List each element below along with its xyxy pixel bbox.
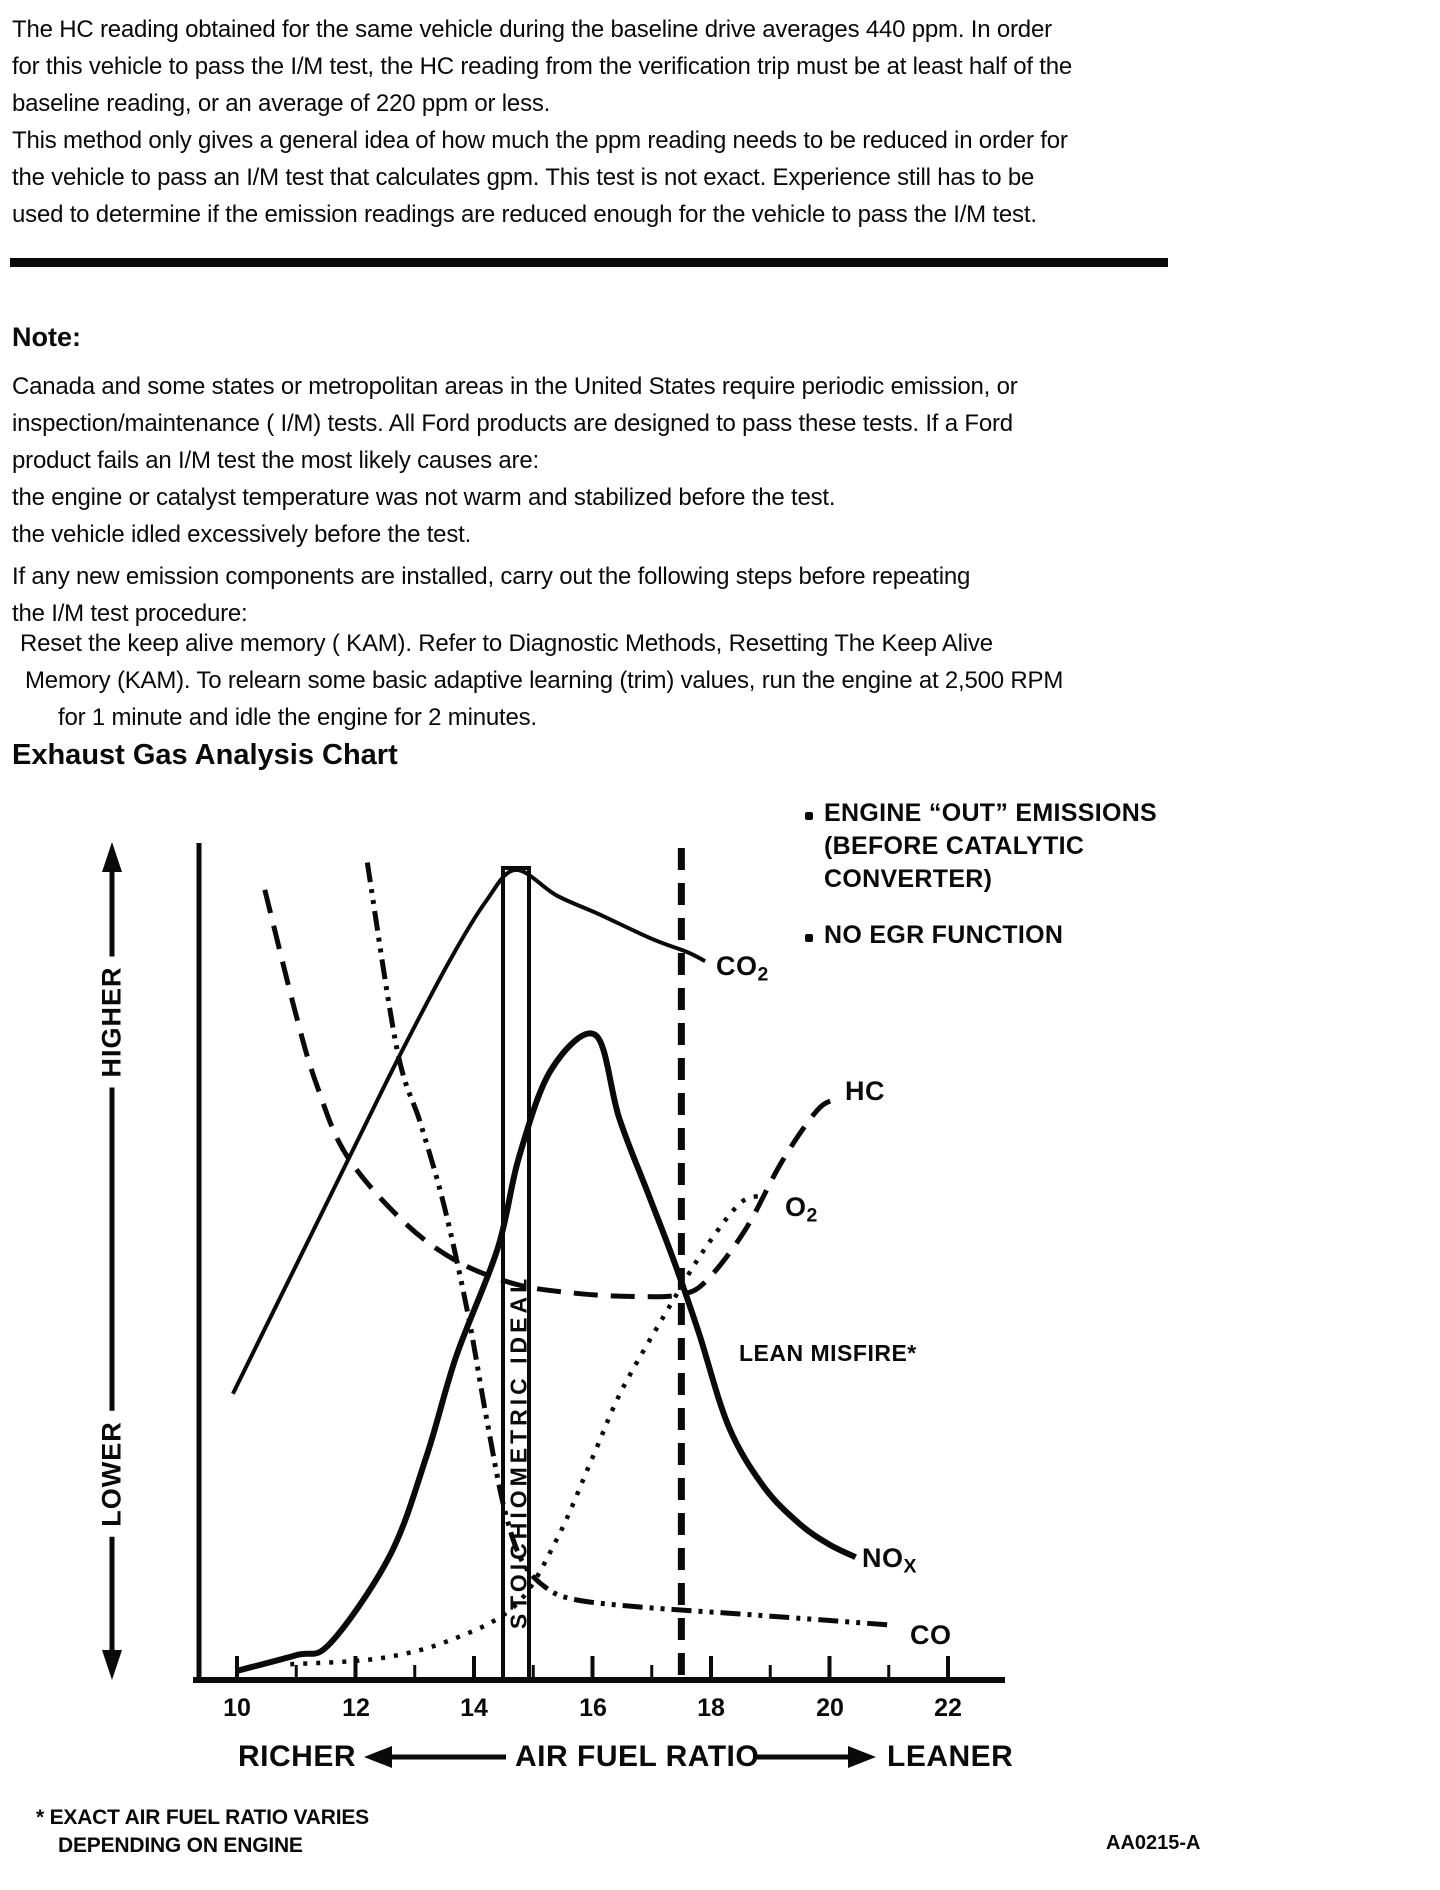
note-line: If any new emission components are insta…	[12, 563, 971, 590]
stoichiometric-band	[501, 866, 531, 1683]
note-line: Canada and some states or metropolitan a…	[12, 373, 1018, 400]
section-divider	[10, 258, 1168, 267]
co-curve-label: CO	[910, 1620, 952, 1650]
body-line: This method only gives a general idea of…	[12, 127, 1068, 154]
footnote-line: * EXACT AIR FUEL RATIO VARIES	[36, 1806, 369, 1829]
o2-curve-label: O2	[785, 1192, 818, 1227]
body-line: used to determine if the emission readin…	[12, 201, 1037, 228]
curve-nox	[236, 1030, 857, 1674]
leaner-arrow	[756, 1746, 876, 1768]
nox-curve-label: NOX	[862, 1543, 917, 1578]
note-line: product fails an I/M test the most likel…	[12, 447, 539, 474]
arrow-down-icon	[102, 1650, 122, 1680]
x-tick-label: 16	[579, 1694, 607, 1722]
note-heading: Note:	[12, 322, 81, 352]
x-tick-label: 12	[342, 1694, 370, 1722]
note-line: Memory (KAM). To relearn some basic adap…	[25, 667, 1064, 694]
curve-co2	[231, 867, 707, 1395]
legend-line: ENGINE “OUT” EMISSIONS	[824, 799, 1158, 827]
legend-bullet-icon	[805, 934, 813, 942]
co2-curve-label: CO2	[716, 951, 769, 986]
legend-line: NO EGR FUNCTION	[824, 921, 1064, 949]
body-line: baseline reading, or an average of 220 p…	[12, 90, 551, 117]
arrow-left-icon	[364, 1746, 392, 1768]
legend-line: (BEFORE CATALYTIC	[824, 832, 1085, 860]
x-tick-label: 14	[460, 1694, 488, 1722]
y-axis-lower-label: LOWER	[88, 1411, 136, 1537]
curve-co	[364, 862, 894, 1628]
curve-hc	[262, 889, 840, 1300]
x-tick-label: 10	[223, 1694, 251, 1722]
footnote-line: DEPENDING ON ENGINE	[58, 1834, 303, 1857]
stoichiometric-label: STOICHIOMETRIC IDEAL	[505, 1274, 532, 1630]
richer-arrow	[364, 1746, 506, 1768]
note-line: Reset the keep alive memory ( KAM). Refe…	[20, 630, 993, 657]
body-line: the vehicle to pass an I/M test that cal…	[12, 164, 1035, 191]
chart-heading: Exhaust Gas Analysis Chart	[12, 739, 398, 771]
x-tick-label: 20	[816, 1694, 844, 1722]
hc-curve-label: HC	[845, 1076, 885, 1106]
note-line: the vehicle idled excessively before the…	[12, 521, 472, 548]
note-line: the I/M test procedure:	[12, 600, 248, 627]
richer-label: RICHER	[238, 1740, 357, 1773]
y-axis-higher-label: HIGHER	[88, 956, 136, 1088]
figure-code: AA0215-A	[1106, 1832, 1201, 1854]
lean-misfire-label: LEAN MISFIRE*	[739, 1340, 917, 1366]
note-line: for 1 minute and idle the engine for 2 m…	[58, 704, 537, 731]
note-line: the engine or catalyst temperature was n…	[12, 484, 836, 511]
air-fuel-ratio-label: AIR FUEL RATIO	[515, 1740, 760, 1773]
note-line: inspection/maintenance ( I/M) tests. All…	[12, 410, 1013, 437]
arrow-right-icon	[848, 1746, 876, 1768]
x-tick-label: 18	[697, 1694, 725, 1722]
body-line: for this vehicle to pass the I/M test, t…	[12, 53, 1073, 80]
body-line: The HC reading obtained for the same veh…	[12, 16, 1052, 43]
emission-curves	[231, 862, 894, 1674]
arrow-up-icon	[102, 842, 122, 872]
x-tick-label: 22	[934, 1694, 962, 1722]
legend-bullet-icon	[805, 812, 813, 820]
leaner-label: LEANER	[887, 1740, 1014, 1773]
legend-line: CONVERTER)	[824, 865, 993, 893]
